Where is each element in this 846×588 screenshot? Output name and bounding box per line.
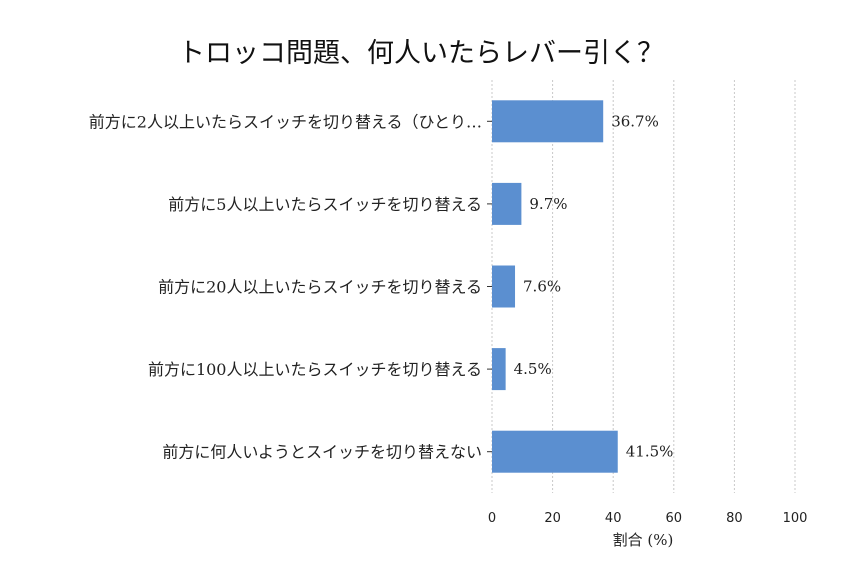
x-tick-label: 100 — [783, 511, 808, 526]
value-label: 36.7% — [611, 112, 659, 130]
bar — [492, 348, 506, 391]
grid — [491, 80, 796, 493]
chart-title: トロッコ問題、何人いたらレバー引く？ — [178, 38, 664, 69]
value-label: 4.5% — [514, 360, 552, 378]
category-label: 前方に20人以上いたらスイッチを切り替える — [158, 278, 482, 297]
x-axis-ticks: 0 20 40 60 80 100 — [488, 511, 808, 526]
x-axis-label: 割合 (%) — [613, 531, 674, 549]
x-tick-label: 20 — [544, 511, 561, 526]
x-tick-label: 40 — [605, 511, 622, 526]
bar — [492, 182, 522, 225]
value-label: 7.6% — [523, 278, 561, 296]
category-label: 前方に5人以上いたらスイッチを切り替える — [168, 195, 482, 214]
category-labels: 前方に2人以上いたらスイッチを切り替える（ひとり… 前方に5人以上いたらスイッチを… — [89, 112, 492, 462]
x-tick-label: 80 — [726, 511, 743, 526]
bars — [492, 100, 618, 473]
value-label: 9.7% — [529, 195, 567, 213]
x-tick-label: 60 — [666, 511, 683, 526]
category-label: 前方に100人以上いたらスイッチを切り替える — [148, 360, 482, 379]
x-tick-label: 0 — [488, 511, 496, 526]
category-label: 前方に2人以上いたらスイッチを切り替える（ひとり… — [89, 112, 482, 131]
bar — [492, 265, 516, 308]
bar — [492, 430, 618, 473]
value-labels: 36.7% 9.7% 7.6% 4.5% 41.5% — [514, 112, 674, 460]
category-label: 前方に何人いようとスイッチを切り替えない — [162, 443, 482, 462]
bar — [492, 100, 604, 143]
value-label: 41.5% — [626, 443, 674, 461]
